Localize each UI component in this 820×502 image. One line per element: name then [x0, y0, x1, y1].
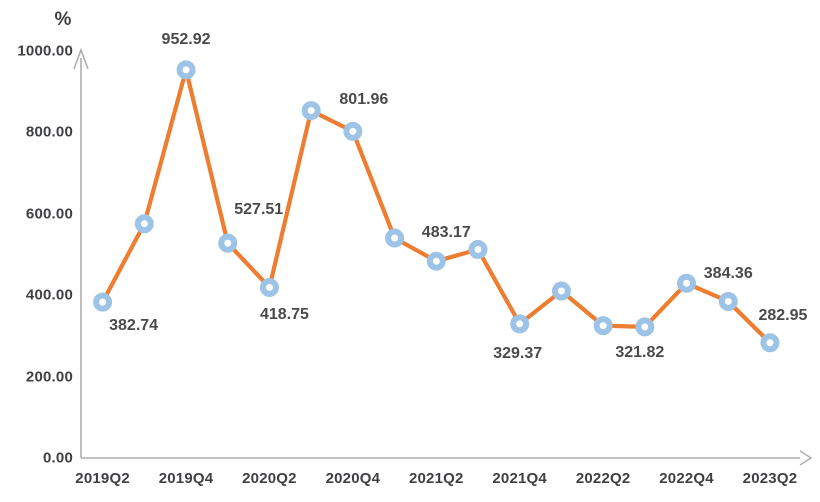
data-point-marker: [510, 314, 530, 334]
x-axis-tick-label: 2020Q2: [242, 470, 297, 487]
data-point-marker: [301, 101, 321, 121]
data-point-marker: [134, 214, 154, 234]
data-point-marker: [635, 317, 655, 337]
y-axis-tick-label: 800.00: [25, 123, 73, 141]
data-point-marker: [426, 251, 446, 271]
x-axis-tick-label: 2022Q2: [575, 470, 631, 487]
y-axis-tick-label: 400.00: [25, 286, 73, 304]
data-point-marker: [760, 333, 780, 353]
x-axis-tick-label: 2021Q4: [492, 470, 547, 487]
y-axis-tick-label: 1000.00: [17, 42, 73, 60]
data-point-marker: [468, 239, 488, 259]
data-point-label: 952.92: [161, 30, 211, 48]
series-line: [100, 67, 773, 345]
data-point-marker: [343, 121, 363, 141]
x-axis-tick-label: 2020Q4: [325, 470, 381, 487]
data-point-marker: [593, 316, 613, 336]
data-point-label: 384.36: [703, 265, 753, 283]
x-axis-tick-label: 2023Q2: [742, 470, 798, 487]
y-axis-tick-label: 200.00: [25, 368, 73, 386]
x-axis-arrow-icon: [799, 450, 813, 466]
x-axis-tick-label: 2022Q4: [659, 470, 714, 487]
data-point-marker: [259, 277, 279, 297]
data-point-label: 282.95: [758, 306, 808, 324]
x-axis-tick-label: 2021Q2: [408, 470, 464, 487]
y-axis-unit-label: %: [54, 9, 72, 30]
data-point-marker: [385, 228, 405, 248]
data-point-label: 382.74: [109, 317, 159, 335]
data-point-label: 418.75: [259, 306, 309, 324]
data-point-marker: [677, 273, 697, 293]
y-axis-arrow-icon: [73, 47, 89, 70]
data-point-label: 321.82: [615, 343, 665, 361]
y-axis-tick-label: 0.00: [43, 449, 73, 467]
data-point-label: 483.17: [421, 224, 471, 242]
data-point-label: 801.96: [339, 91, 389, 109]
data-point-label: 527.51: [234, 201, 284, 219]
x-axis-tick-label: 2019Q4: [158, 470, 214, 487]
data-point-marker: [176, 60, 196, 80]
data-point-marker: [551, 281, 571, 301]
data-point-marker: [93, 292, 113, 312]
data-point-marker: [218, 233, 238, 253]
data-point-marker: [718, 291, 738, 311]
data-point-label: 329.37: [493, 344, 543, 362]
x-axis-tick-label: 2019Q2: [75, 470, 130, 487]
y-axis-tick-label: 600.00: [25, 205, 73, 223]
